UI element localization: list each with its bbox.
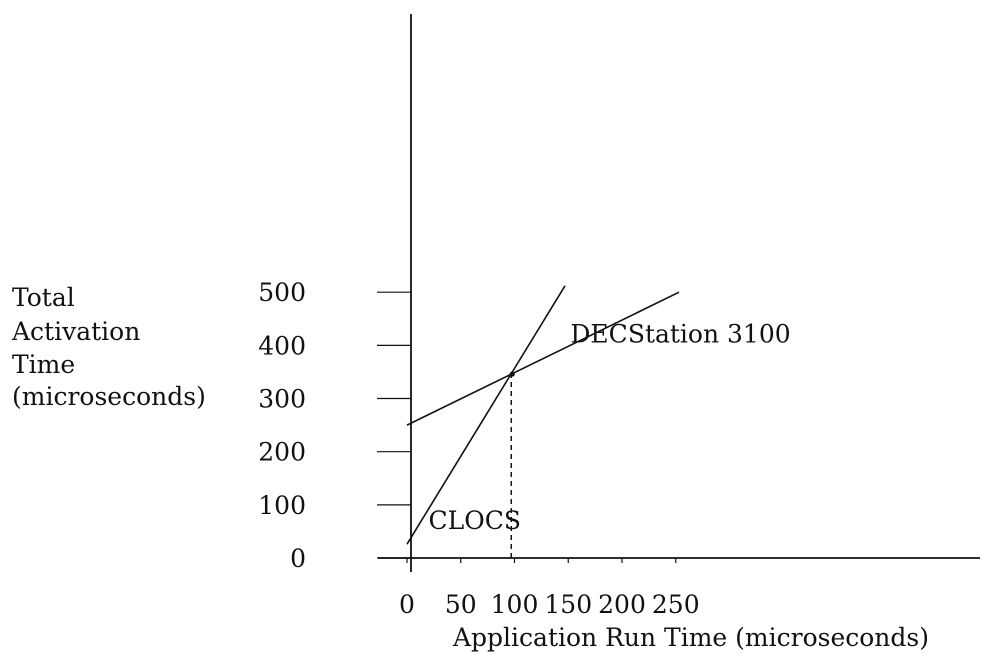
y-tick-label: 300 bbox=[258, 385, 306, 414]
y-axis-label-line-3: Time bbox=[12, 350, 75, 379]
x-tick-label: 250 bbox=[652, 590, 700, 619]
x-tick-label: 50 bbox=[445, 590, 477, 619]
y-tick-label: 100 bbox=[258, 491, 306, 520]
crossover-point bbox=[509, 371, 515, 377]
series-layer: DECStation 3100 CLOCS bbox=[406, 285, 791, 545]
y-axis-label-line-4: (microseconds) bbox=[12, 382, 206, 411]
y-tick-label: 400 bbox=[258, 331, 306, 360]
series-line-1 bbox=[406, 285, 566, 545]
y-axis-label-line-1: Total bbox=[12, 283, 75, 312]
axes bbox=[378, 14, 980, 572]
x-tick-label: 200 bbox=[598, 590, 646, 619]
x-tick-label: 150 bbox=[544, 590, 592, 619]
y-axis-label-line-2: Activation bbox=[11, 317, 140, 346]
series-label-0: DECStation 3100 bbox=[570, 320, 790, 349]
x-axis-label: Application Run Time (microseconds) bbox=[452, 623, 929, 652]
y-tick-label: 0 bbox=[290, 544, 306, 573]
annotation-layer bbox=[509, 371, 515, 558]
x-tick-label: 0 bbox=[399, 590, 415, 619]
y-tick-label: 200 bbox=[258, 438, 306, 467]
x-tick-label: 100 bbox=[491, 590, 539, 619]
series-line-0 bbox=[406, 291, 680, 426]
series-label-1: CLOCS bbox=[429, 506, 521, 535]
y-tick-label: 500 bbox=[258, 278, 306, 307]
y-axis-label: Total Activation Time (microseconds) bbox=[11, 283, 206, 411]
